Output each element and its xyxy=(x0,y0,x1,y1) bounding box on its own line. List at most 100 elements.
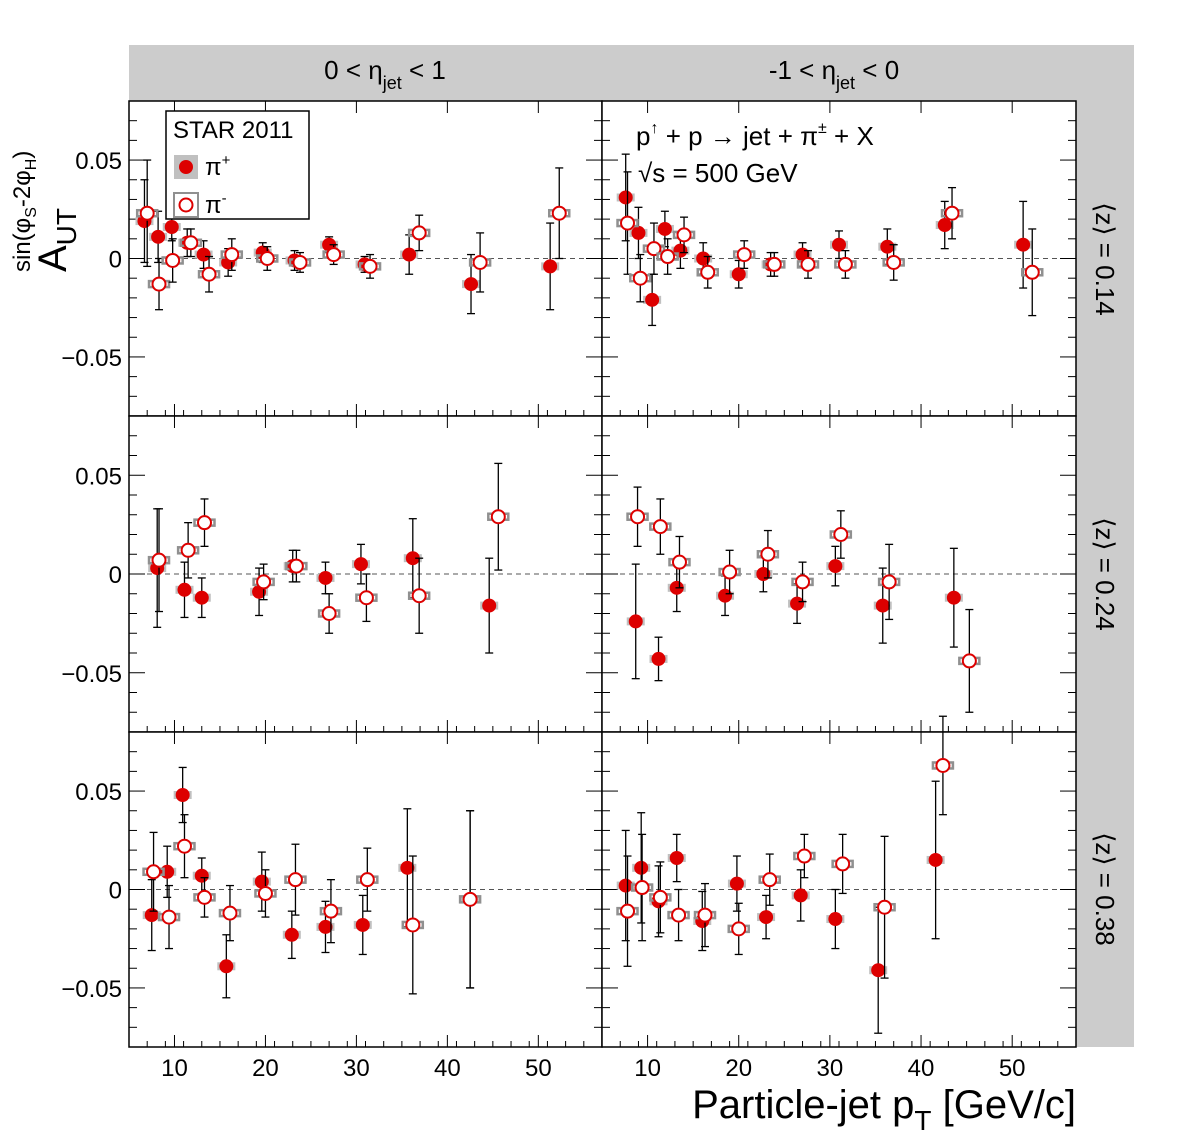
y-tick-label: 0 xyxy=(109,562,122,589)
point-pi-minus xyxy=(411,588,427,604)
point-pi-minus xyxy=(323,903,339,919)
point-pi-plus xyxy=(355,917,370,932)
point-pi-plus xyxy=(875,598,890,613)
point-pi-minus xyxy=(362,258,378,274)
point-pi-minus xyxy=(646,241,662,257)
point-pi-minus xyxy=(833,527,849,542)
point-pi-minus xyxy=(1024,264,1040,280)
point-pi-minus xyxy=(321,606,337,621)
point-pi-minus xyxy=(490,509,506,525)
point-pi-minus xyxy=(935,757,951,773)
point-pi-plus xyxy=(1016,237,1031,252)
point-pi-plus xyxy=(151,229,166,244)
point-pi-plus xyxy=(543,259,558,274)
point-pi-minus xyxy=(837,256,853,272)
point-pi-plus xyxy=(793,888,808,903)
point-pi-minus xyxy=(411,225,427,241)
point-pi-minus xyxy=(259,251,275,266)
point-pi-plus xyxy=(196,247,211,262)
point-pi-minus xyxy=(176,838,192,854)
point-pi-minus xyxy=(795,574,811,590)
point-pi-minus xyxy=(405,917,421,933)
point-pi-minus xyxy=(196,889,212,905)
column-strip xyxy=(129,45,1134,101)
x-tick-label: 50 xyxy=(999,1055,1026,1082)
point-pi-plus xyxy=(160,864,175,879)
row-label-2: ⟨z⟩ = 0.38 xyxy=(1090,832,1120,946)
point-pi-minus xyxy=(292,254,308,270)
y-tick-label: 0.05 xyxy=(75,779,122,806)
point-pi-plus xyxy=(318,570,333,585)
y-tick-label: −0.05 xyxy=(61,976,122,1003)
point-pi-minus xyxy=(796,848,812,864)
point-pi-minus xyxy=(151,276,167,292)
point-pi-minus xyxy=(201,266,217,282)
point-pi-plus xyxy=(634,860,649,875)
point-pi-minus xyxy=(634,880,650,896)
point-pi-plus xyxy=(673,243,688,258)
point-pi-plus xyxy=(828,559,843,574)
point-pi-plus xyxy=(718,588,733,603)
point-pi-plus xyxy=(928,852,943,867)
legend-title: STAR 2011 xyxy=(173,117,294,144)
point-pi-plus xyxy=(618,190,633,205)
point-pi-minus xyxy=(736,247,752,263)
y-tick-label: 0 xyxy=(109,878,122,905)
y-tick-label: −0.05 xyxy=(61,345,122,372)
svg-text:sin(φS-2φH): sin(φS-2φH) xyxy=(9,151,40,272)
point-pi-minus xyxy=(762,872,778,888)
point-pi-minus xyxy=(358,590,374,606)
point-pi-plus xyxy=(405,551,420,566)
point-pi-plus xyxy=(400,860,415,875)
legend-label-pi-minus: π- xyxy=(205,190,227,219)
point-pi-minus xyxy=(257,885,273,901)
row-label-0: ⟨z⟩ = 0.14 xyxy=(1090,202,1120,316)
row-label-1: ⟨z⟩ = 0.24 xyxy=(1090,517,1120,631)
point-pi-plus xyxy=(828,912,843,927)
point-pi-plus xyxy=(177,582,192,597)
y-tick-label: 0.05 xyxy=(75,148,122,175)
point-pi-minus xyxy=(326,247,342,263)
reaction-annotation: p↑ + p → jet + π± + X xyxy=(636,120,874,151)
point-pi-plus xyxy=(946,590,961,605)
point-pi-minus xyxy=(256,574,272,590)
point-pi-plus xyxy=(871,963,886,978)
point-pi-plus xyxy=(353,557,368,572)
energy-annotation: √s = 500 GeV xyxy=(638,158,798,188)
x-tick-label: 20 xyxy=(252,1055,279,1082)
point-pi-minus xyxy=(671,907,687,923)
point-pi-minus xyxy=(222,905,238,921)
point-pi-plus xyxy=(669,851,684,865)
point-pi-minus xyxy=(766,256,782,272)
point-pi-minus xyxy=(196,515,212,531)
point-pi-plus xyxy=(318,919,333,934)
column-header-1: -1 < ηjet < 0 xyxy=(769,55,899,93)
x-tick-label: 50 xyxy=(525,1055,552,1082)
point-pi-plus xyxy=(194,590,209,605)
point-pi-plus xyxy=(790,596,805,611)
point-pi-minus xyxy=(722,564,738,580)
point-pi-plus xyxy=(175,788,190,802)
point-pi-minus xyxy=(632,270,648,286)
point-pi-plus xyxy=(219,959,234,974)
panel-r2-c1 xyxy=(601,715,1077,1048)
point-pi-minus xyxy=(676,227,692,243)
x-axis-title: Particle-jet pT [GeV/c] xyxy=(692,1083,1076,1136)
point-pi-minus xyxy=(760,546,776,562)
point-pi-minus xyxy=(886,254,902,270)
x-tick-label: 10 xyxy=(161,1055,188,1082)
y-tick-label: 0.05 xyxy=(75,463,122,490)
point-pi-minus xyxy=(630,509,646,525)
panel-r1-c1 xyxy=(601,415,1077,733)
point-pi-minus xyxy=(287,872,303,888)
point-pi-plus xyxy=(880,239,895,254)
point-pi-plus xyxy=(759,910,774,925)
point-pi-minus xyxy=(146,864,162,880)
point-pi-minus xyxy=(288,558,304,574)
panel-r1-c0 xyxy=(128,415,603,733)
y-tick-label: −0.05 xyxy=(61,661,122,688)
point-pi-minus xyxy=(800,256,816,272)
legend-sys-box-minus xyxy=(173,192,199,218)
point-pi-minus xyxy=(551,205,567,221)
